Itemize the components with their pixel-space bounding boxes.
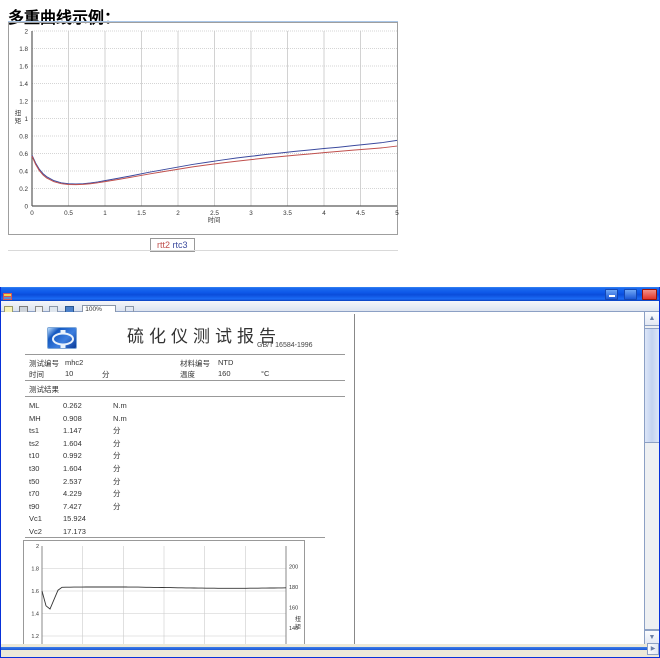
svg-text:矩: 矩: [15, 116, 22, 125]
svg-text:1.4: 1.4: [31, 612, 39, 618]
svg-text:4.5: 4.5: [356, 210, 365, 217]
svg-text:0: 0: [24, 204, 28, 211]
svg-text:1.2: 1.2: [31, 634, 39, 640]
svg-text:1.8: 1.8: [31, 567, 39, 573]
svg-text:1: 1: [24, 116, 28, 123]
svg-text:180: 180: [289, 585, 298, 591]
svg-text:1.5: 1.5: [137, 210, 146, 217]
svg-text:200: 200: [289, 564, 298, 570]
svg-text:3.5: 3.5: [283, 210, 292, 217]
svg-text:2: 2: [36, 544, 39, 550]
svg-text:2: 2: [24, 29, 28, 36]
svg-text:1.6: 1.6: [31, 589, 39, 595]
svg-text:0.2: 0.2: [19, 186, 28, 193]
svg-text:扭: 扭: [295, 615, 301, 623]
svg-text:1.2: 1.2: [19, 99, 28, 106]
svg-text:1.4: 1.4: [19, 81, 28, 88]
svg-text:5: 5: [395, 210, 399, 217]
svg-text:扭: 扭: [15, 108, 22, 117]
svg-text:0.6: 0.6: [19, 151, 28, 158]
svg-text:3: 3: [249, 210, 253, 217]
svg-text:1.6: 1.6: [19, 64, 28, 71]
svg-text:0: 0: [30, 210, 34, 217]
svg-text:0.8: 0.8: [19, 134, 28, 141]
svg-text:时间: 时间: [208, 215, 221, 224]
svg-text:2.5: 2.5: [210, 210, 219, 217]
svg-text:4: 4: [322, 210, 326, 217]
svg-text:160: 160: [289, 605, 298, 611]
svg-text:2: 2: [176, 210, 180, 217]
svg-text:矩: 矩: [295, 623, 301, 631]
svg-text:0.4: 0.4: [19, 169, 28, 176]
svg-text:0.5: 0.5: [64, 210, 73, 217]
svg-text:1: 1: [103, 210, 107, 217]
svg-text:1.8: 1.8: [19, 46, 28, 53]
